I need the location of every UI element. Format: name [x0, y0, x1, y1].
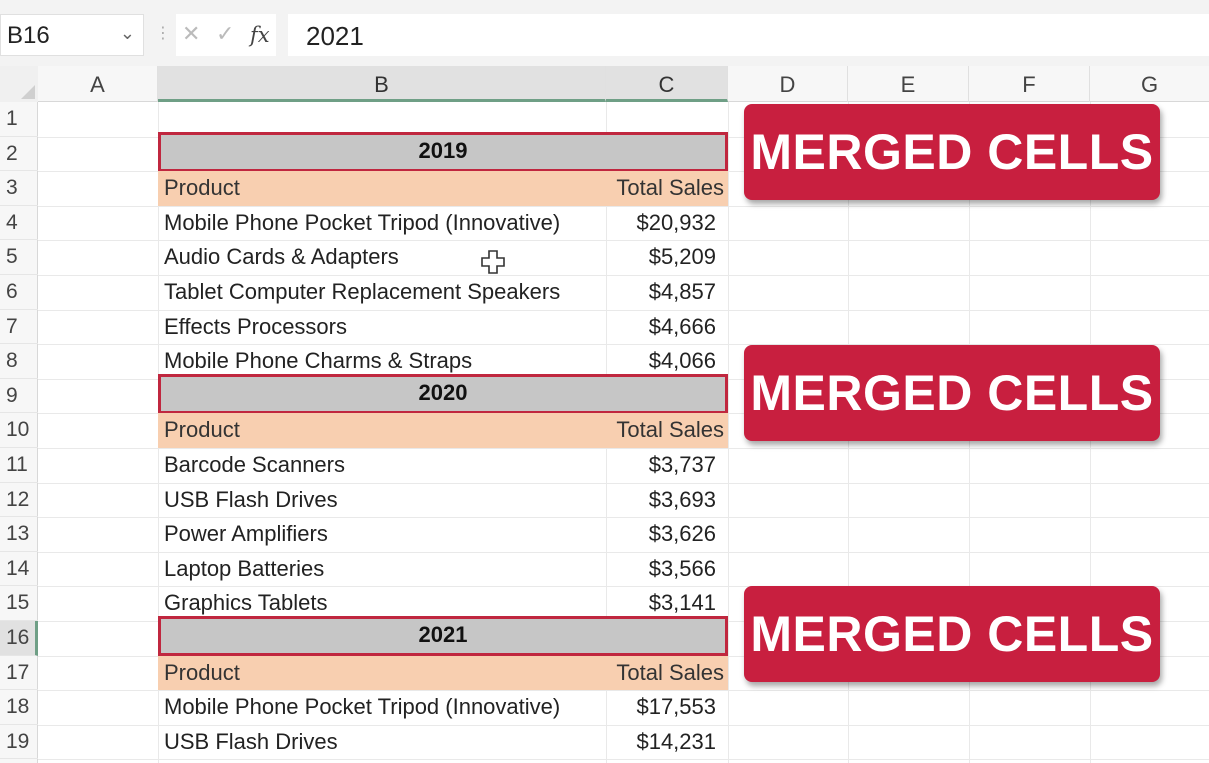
column-header-f[interactable]: F: [969, 66, 1090, 102]
sales-cell[interactable]: $4,066: [648, 348, 716, 374]
column-header-c[interactable]: C: [606, 66, 728, 102]
merged-cells-callout: MERGED CELLS: [744, 586, 1160, 682]
column-header-b[interactable]: B: [158, 66, 606, 102]
gridline: [38, 759, 1209, 761]
header-sales-cell[interactable]: Total Sales: [606, 413, 728, 448]
sales-cell[interactable]: $3,693: [648, 486, 716, 512]
row-header[interactable]: 17: [0, 656, 38, 691]
select-all-corner[interactable]: [0, 66, 38, 102]
merged-cells-callout: MERGED CELLS: [744, 345, 1160, 441]
gridline: [38, 482, 1209, 484]
gridline: [728, 102, 729, 763]
gridline: [38, 586, 1209, 588]
sales-cell[interactable]: $5,209: [648, 244, 716, 270]
check-icon[interactable]: ✓: [216, 21, 235, 46]
product-cell[interactable]: Power Amplifiers: [164, 521, 328, 547]
row-header[interactable]: 19: [0, 725, 38, 760]
row-header[interactable]: 3: [0, 171, 38, 206]
formula-value: 2021: [306, 21, 364, 51]
row-header[interactable]: 14: [0, 552, 38, 587]
product-cell[interactable]: Tablet Computer Replacement Speakers: [164, 279, 561, 304]
gridline: [38, 205, 1209, 207]
cell-grid[interactable]: 2019 Product Total Sales Mobile Phone Po…: [38, 102, 1209, 763]
column-header-g[interactable]: G: [1090, 66, 1209, 102]
gridline: [38, 690, 1209, 692]
merged-cells-callout: MERGED CELLS: [744, 104, 1160, 200]
row-header[interactable]: 12: [0, 483, 38, 518]
header-product-cell[interactable]: Product: [158, 171, 606, 206]
row-header[interactable]: 18: [0, 690, 38, 725]
product-cell[interactable]: Mobile Phone Pocket Tripod (Innovative): [164, 209, 561, 235]
row-header[interactable]: 9: [0, 379, 38, 414]
column-header-a[interactable]: A: [38, 66, 158, 102]
row-header[interactable]: 4: [0, 206, 38, 241]
sales-cell[interactable]: $3,626: [648, 521, 716, 547]
sales-cell[interactable]: $14,231: [636, 728, 716, 754]
merged-year-cell[interactable]: 2020: [158, 374, 728, 414]
product-cell[interactable]: Graphics Tablets: [164, 590, 328, 616]
chevron-down-icon[interactable]: ⌄: [119, 23, 135, 43]
formula-tools: ✕ ✓ fx: [176, 14, 276, 56]
close-icon[interactable]: ✕: [182, 21, 201, 46]
sales-cell[interactable]: $3,141: [648, 590, 716, 616]
formula-input[interactable]: 2021: [288, 14, 1209, 56]
merged-year-cell[interactable]: 2019: [158, 132, 728, 172]
gridline: [38, 344, 1209, 346]
gridline: [38, 275, 1209, 276]
sales-cell[interactable]: $3,566: [648, 555, 716, 581]
merged-year-cell-selected[interactable]: 2021: [158, 616, 728, 656]
sales-cell[interactable]: $3,737: [648, 452, 716, 477]
row-header[interactable]: 11: [0, 448, 38, 483]
header-product-cell[interactable]: Product: [158, 413, 606, 448]
product-cell[interactable]: USB Flash Drives: [164, 486, 338, 512]
sales-cell[interactable]: $17,553: [636, 694, 716, 720]
gridline: [38, 240, 1209, 242]
row-header-selected[interactable]: 16: [0, 621, 38, 656]
sales-cell[interactable]: $4,857: [648, 279, 716, 304]
row-header[interactable]: 6: [0, 275, 38, 310]
row-header-bar: 1 2 3 4 5 6 7 8 9 10 11 12 13 14 15 16 1…: [0, 102, 38, 763]
gridline: [38, 448, 1209, 449]
gridline: [38, 309, 1209, 311]
row-header[interactable]: 1: [0, 102, 38, 137]
product-cell[interactable]: Laptop Batteries: [164, 555, 325, 581]
name-box-value: B16: [7, 22, 50, 49]
product-cell[interactable]: Mobile Phone Charms & Straps: [164, 348, 473, 374]
product-cell[interactable]: Barcode Scanners: [164, 452, 345, 477]
column-header-e[interactable]: E: [848, 66, 969, 102]
row-header[interactable]: 2: [0, 137, 38, 172]
sales-cell[interactable]: $20,932: [636, 209, 716, 235]
gridline: [38, 724, 1209, 726]
row-header[interactable]: 8: [0, 344, 38, 379]
header-product-cell[interactable]: Product: [158, 655, 606, 691]
header-sales-cell[interactable]: Total Sales: [606, 655, 728, 691]
product-cell[interactable]: Audio Cards & Adapters: [164, 244, 399, 270]
sales-cell[interactable]: $4,666: [648, 313, 716, 339]
product-cell[interactable]: Mobile Phone Pocket Tripod (Innovative): [164, 694, 561, 720]
formula-bar: B16 ⌄ ⋮ ✕ ✓ fx 2021: [0, 0, 1209, 66]
row-header[interactable]: 13: [0, 517, 38, 552]
name-box[interactable]: B16 ⌄: [0, 14, 144, 56]
cell-cursor-icon: [481, 250, 505, 274]
product-cell[interactable]: Effects Processors: [164, 313, 347, 339]
gridline: [38, 551, 1209, 553]
row-header[interactable]: 7: [0, 310, 38, 345]
row-header[interactable]: 5: [0, 240, 38, 275]
function-icon[interactable]: fx: [250, 23, 270, 47]
row-header[interactable]: 15: [0, 586, 38, 621]
header-sales-cell[interactable]: Total Sales: [606, 171, 728, 206]
drag-handle-icon[interactable]: ⋮: [155, 25, 171, 42]
product-cell[interactable]: USB Flash Drives: [164, 728, 338, 754]
gridline: [38, 517, 1209, 519]
column-header-bar: A B C D E F G: [0, 66, 1209, 102]
row-header[interactable]: 10: [0, 413, 38, 448]
column-header-d[interactable]: D: [728, 66, 848, 102]
